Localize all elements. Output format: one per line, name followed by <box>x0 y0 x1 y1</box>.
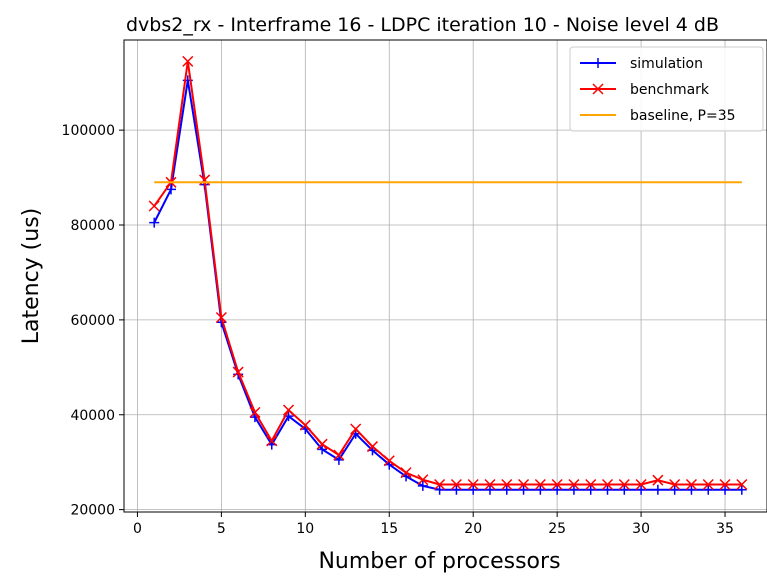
data-point <box>467 478 479 491</box>
data-point <box>282 404 295 416</box>
data-point <box>484 484 495 495</box>
data-point <box>501 478 513 491</box>
data-point <box>534 478 546 491</box>
data-point <box>434 478 446 491</box>
data-point <box>450 478 462 491</box>
x-tick-label: 30 <box>632 521 650 537</box>
data-point <box>535 484 546 495</box>
legend-entry: baseline, P=35 <box>580 108 736 124</box>
x-tick-label: 0 <box>133 521 142 537</box>
data-point <box>669 478 681 491</box>
y-tick-label: 40000 <box>70 408 115 424</box>
data-point <box>400 467 412 479</box>
data-point <box>182 55 194 67</box>
data-point <box>316 438 328 450</box>
x-tick-label: 25 <box>548 521 566 537</box>
data-point <box>720 484 731 495</box>
data-point <box>636 484 647 495</box>
x-tick-label: 20 <box>464 521 482 537</box>
data-point <box>417 480 428 491</box>
data-point <box>669 484 680 495</box>
data-point <box>568 484 579 495</box>
data-point <box>333 454 344 465</box>
data-point <box>686 484 697 495</box>
data-point <box>166 184 177 195</box>
data-point <box>501 484 512 495</box>
data-point <box>736 478 748 491</box>
legend-label: baseline, P=35 <box>630 108 736 124</box>
legend-entry: simulation <box>580 56 703 72</box>
series-1 <box>149 75 747 495</box>
data-point <box>685 478 697 491</box>
data-point <box>619 484 630 495</box>
y-tick-label: 60000 <box>70 313 115 329</box>
y-axis-label: Latency (us) <box>19 208 44 345</box>
legend-label: simulation <box>630 56 703 72</box>
data-point <box>149 217 160 228</box>
data-point <box>585 484 596 495</box>
data-point <box>484 478 496 491</box>
x-tick-label: 10 <box>296 521 314 537</box>
data-point <box>635 478 647 491</box>
data-point <box>366 441 379 453</box>
data-point <box>317 444 328 455</box>
data-point <box>702 478 714 491</box>
data-point <box>568 478 580 491</box>
data-point <box>299 419 311 431</box>
data-point <box>350 423 362 435</box>
legend-entry: benchmark <box>580 82 710 98</box>
data-point <box>652 474 664 486</box>
legend-label: benchmark <box>630 82 710 98</box>
data-point <box>232 366 244 378</box>
x-tick-label: 35 <box>716 521 734 537</box>
data-point <box>266 435 278 447</box>
data-point <box>249 406 261 418</box>
data-point <box>518 484 529 495</box>
data-point <box>602 484 613 495</box>
y-tick-label: 20000 <box>70 503 115 519</box>
data-point <box>383 455 395 467</box>
data-point <box>736 484 747 495</box>
data-point <box>518 478 530 491</box>
y-tick-label: 100000 <box>62 123 115 139</box>
data-point <box>703 484 714 495</box>
x-tick-label: 15 <box>380 521 398 537</box>
data-point <box>434 484 445 495</box>
data-point <box>618 478 630 491</box>
series-line <box>153 60 742 486</box>
data-point <box>551 478 563 491</box>
data-point <box>719 478 731 491</box>
data-point <box>592 83 604 95</box>
axis-ticks: 0 5 10 15 20 25 30 35 20000 40000 60000 80000 100000 <box>62 123 734 537</box>
plot-series <box>148 55 748 495</box>
data-point <box>552 484 563 495</box>
data-point <box>417 474 429 486</box>
data-point <box>148 200 160 212</box>
data-point <box>468 484 479 495</box>
y-tick-label: 80000 <box>70 218 115 234</box>
x-axis-label: Number of processors <box>318 549 560 574</box>
data-point <box>601 478 614 491</box>
data-point <box>215 311 227 324</box>
data-point <box>585 478 597 491</box>
plot-frame <box>123 39 767 513</box>
data-point <box>652 484 663 495</box>
data-point <box>593 58 603 68</box>
legend: simulation benchmark baseline, P=35 <box>569 46 764 132</box>
x-tick-label: 5 <box>217 521 226 537</box>
series-2 <box>148 55 748 491</box>
data-point <box>451 484 462 495</box>
legend-box <box>569 46 764 132</box>
data-point <box>333 449 345 461</box>
series-line <box>153 79 742 491</box>
chart-title: dvbs2_rx - Interframe 16 - LDPC iteratio… <box>126 14 719 36</box>
